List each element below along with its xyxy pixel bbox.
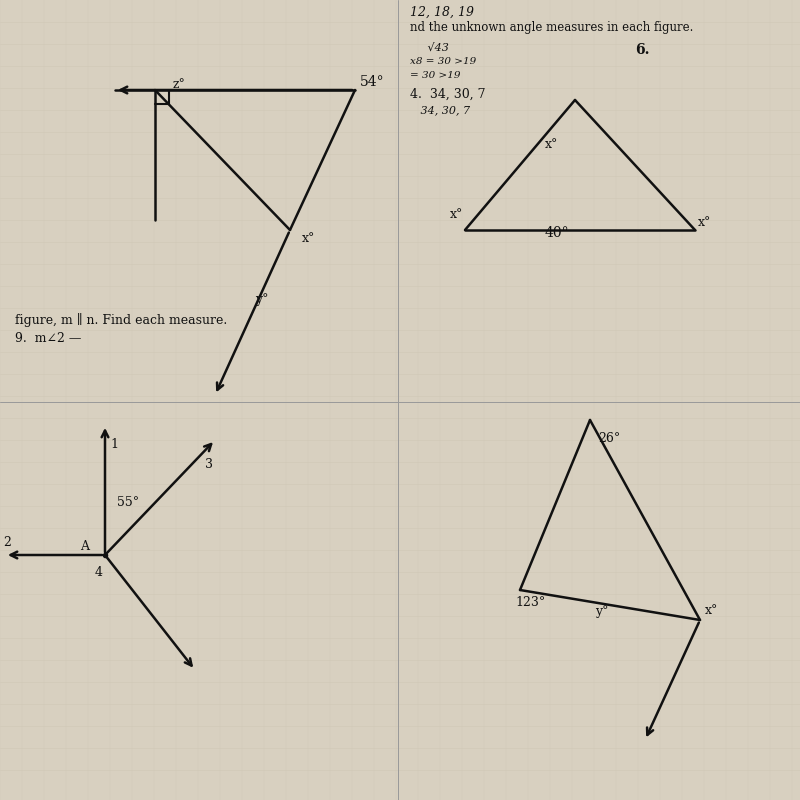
Text: figure, m ∥ n. Find each measure.: figure, m ∥ n. Find each measure. [15,313,227,327]
Text: x°: x° [450,209,463,222]
Text: x°: x° [302,231,315,245]
Text: A: A [80,541,89,554]
Text: 40°: 40° [545,226,570,240]
Text: √43: √43 [410,43,449,53]
Text: 4.  34, 30, 7: 4. 34, 30, 7 [410,87,486,101]
Text: 6.: 6. [635,43,650,57]
Text: 26°: 26° [598,431,620,445]
Text: x8 = 30 >19: x8 = 30 >19 [410,58,476,66]
Text: nd the unknown angle measures in each figure.: nd the unknown angle measures in each fi… [410,22,694,34]
Text: y°: y° [255,294,269,306]
Text: 2: 2 [3,537,11,550]
Text: 4: 4 [95,566,103,579]
Text: x°: x° [705,603,718,617]
Text: 1: 1 [110,438,118,451]
Text: 12, 18, 19: 12, 18, 19 [410,6,474,18]
Text: 9.  m∠2 —: 9. m∠2 — [15,331,82,345]
Text: = 30 >19: = 30 >19 [410,71,461,81]
Text: z°: z° [173,78,186,91]
Text: 123°: 123° [515,595,546,609]
Text: x°: x° [698,215,711,229]
Text: 54°: 54° [360,75,385,89]
Text: 55°: 55° [117,497,139,510]
Text: y°: y° [595,606,609,618]
Text: 34, 30, 7: 34, 30, 7 [410,105,470,115]
Text: x°: x° [545,138,558,151]
Text: 3: 3 [205,458,213,471]
